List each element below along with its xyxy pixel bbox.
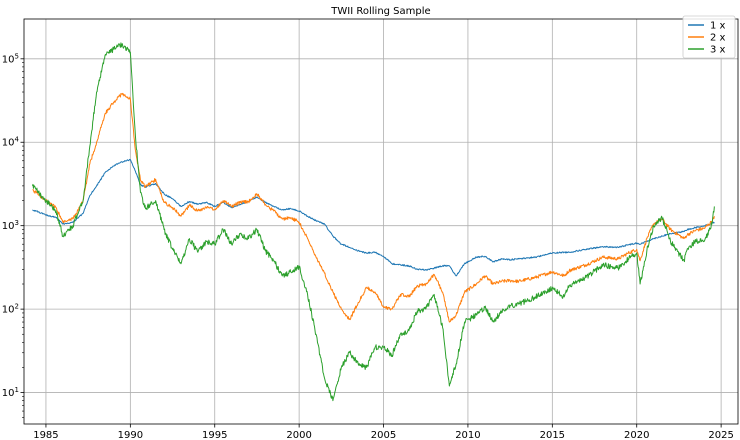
- x-tick-label: 1985: [33, 430, 58, 440]
- chart-title: TWII Rolling Sample: [330, 6, 430, 17]
- x-tick-label: 2010: [455, 430, 480, 440]
- series-line-3: [31, 42, 715, 402]
- y-tick-label-exponent: 4: [15, 136, 20, 144]
- plot-frame: [23, 18, 739, 425]
- x-tick-label: 2000: [286, 430, 311, 440]
- legend-box: [682, 15, 736, 59]
- legend-label-2: 2 x: [710, 33, 726, 44]
- y-tick-label-exponent: 3: [15, 219, 19, 227]
- x-tick-label: 2020: [624, 430, 649, 440]
- y-tick-label: 103: [2, 219, 19, 232]
- series-layer: [31, 42, 715, 402]
- x-tick-label: 2025: [708, 430, 733, 440]
- x-tick-label: 2015: [540, 430, 565, 440]
- y-tick-label-base: 10: [2, 54, 15, 65]
- y-tick-label-base: 10: [2, 388, 15, 399]
- series-line-1: [32, 158, 715, 277]
- y-tick-label: 102: [2, 303, 19, 316]
- y-tick-label: 105: [2, 52, 19, 65]
- grid-layer: [24, 19, 738, 424]
- y-tick-label-base: 10: [2, 138, 15, 149]
- x-tick-label: 1990: [118, 430, 143, 440]
- x-tick-label: 1995: [202, 430, 227, 440]
- x-tick-label: 2005: [371, 430, 396, 440]
- y-tick-label: 104: [2, 136, 20, 149]
- y-tick-label-base: 10: [2, 305, 15, 316]
- y-tick-label-base: 10: [2, 221, 15, 232]
- series-line-2: [32, 92, 715, 323]
- tick-layer: 1985 1990 1995 2000 2005 2010 2015 2020 20251011…: [2, 52, 734, 440]
- y-tick-label-exponent: 5: [15, 52, 19, 60]
- legend: 1 x2 x3 x: [682, 15, 736, 59]
- legend-label-3: 3 x: [710, 45, 726, 56]
- legend-label-1: 1 x: [710, 21, 726, 32]
- y-tick-label-exponent: 1: [15, 386, 19, 394]
- y-tick-label-exponent: 2: [15, 303, 19, 311]
- y-tick-label: 101: [2, 386, 19, 399]
